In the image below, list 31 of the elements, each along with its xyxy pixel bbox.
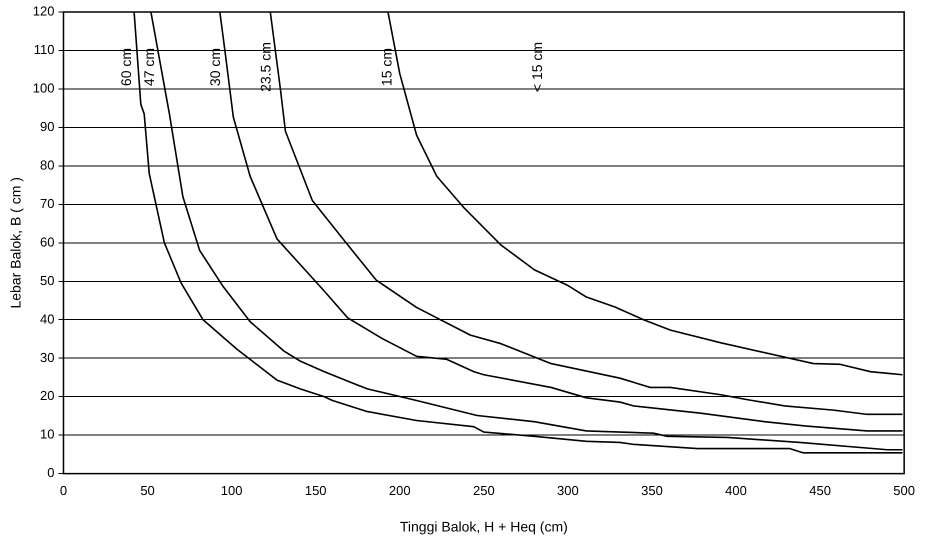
y-tick-label: 50 (40, 272, 54, 288)
x-tick-label: 100 (220, 482, 242, 498)
y-tick-label: 70 (40, 196, 54, 211)
text: 60 cm (118, 48, 134, 86)
x-tick-label: 200 (388, 482, 411, 498)
x-tick-label: 300 (557, 482, 579, 498)
x-tick-label: 400 (725, 482, 747, 498)
x-tick-label: 50 (140, 482, 155, 498)
y-tick-label: 100 (32, 80, 54, 96)
x-axis-title: Tinggi Balok, H + Heq (cm) (400, 518, 568, 534)
x-tick-label: 500 (893, 482, 916, 498)
y-tick-label: 120 (32, 4, 54, 19)
text: 23.5 cm (257, 42, 274, 92)
y-tick-label: 90 (40, 118, 54, 134)
text: 15 cm (378, 48, 394, 86)
y-axis-title: Lebar Balok, B ( cm ) (7, 177, 24, 309)
text: 30 cm (206, 48, 223, 86)
x-tick-label: 350 (641, 482, 663, 498)
x-tick-label: 250 (472, 482, 495, 498)
text: 47 cm (140, 48, 157, 86)
y-tick-label: 110 (34, 42, 54, 58)
y-tick-label: 10 (40, 426, 54, 442)
y-tick-label: 30 (40, 350, 54, 365)
x-tick-label: 150 (304, 482, 327, 498)
y-tick-label: 20 (40, 388, 54, 404)
y-tick-label: 80 (40, 157, 54, 172)
y-tick-label: 0 (47, 465, 54, 480)
x-tick-label: 0 (60, 482, 68, 498)
y-tick-label: 60 (40, 234, 54, 250)
y-tick-label: 40 (40, 311, 54, 326)
x-tick-label: 450 (809, 482, 831, 498)
